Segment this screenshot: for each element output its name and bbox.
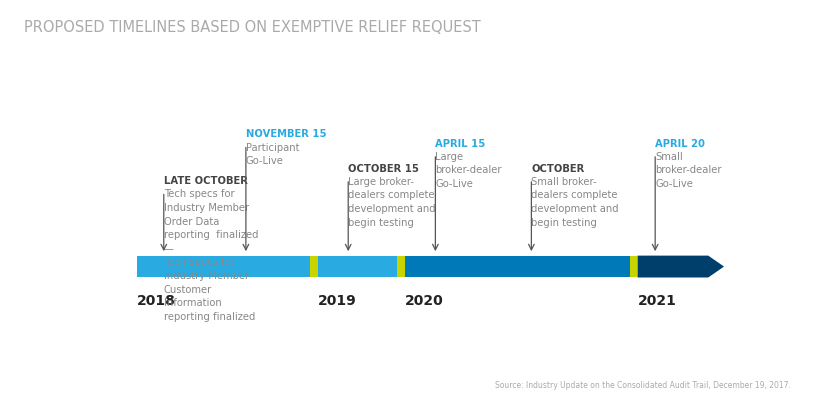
FancyBboxPatch shape [311, 256, 318, 278]
Text: OCTOBER 15: OCTOBER 15 [348, 163, 419, 173]
FancyBboxPatch shape [318, 256, 398, 278]
Text: Small broker-
dealers complete
development and
begin testing: Small broker- dealers complete developme… [531, 177, 619, 227]
Text: 2021: 2021 [637, 293, 676, 307]
Text: Large
broker-dealer
Go-Live: Large broker-dealer Go-Live [435, 151, 502, 189]
FancyBboxPatch shape [398, 256, 405, 278]
Text: 2019: 2019 [318, 293, 357, 307]
Text: Source: Industry Update on the Consolidated Audit Trail, December 19, 2017.: Source: Industry Update on the Consolida… [495, 380, 791, 389]
Text: APRIL 20: APRIL 20 [655, 139, 705, 148]
Text: Participant
Go-Live: Participant Go-Live [246, 142, 299, 166]
Text: 2020: 2020 [405, 293, 444, 307]
Text: OCTOBER: OCTOBER [531, 163, 584, 173]
Text: 2018: 2018 [137, 293, 175, 307]
Text: APRIL 15: APRIL 15 [435, 139, 486, 148]
FancyBboxPatch shape [630, 256, 637, 278]
Text: Small
broker-dealer
Go-Live: Small broker-dealer Go-Live [655, 151, 721, 189]
Text: Tech specs for
Industry Member
Order Data
reporting  finalized
—
Tech specs for
: Tech specs for Industry Member Order Dat… [164, 189, 258, 321]
FancyBboxPatch shape [137, 256, 311, 278]
Text: PROPOSED TIMELINES BASED ON EXEMPTIVE RELIEF REQUEST: PROPOSED TIMELINES BASED ON EXEMPTIVE RE… [24, 20, 481, 35]
FancyBboxPatch shape [405, 256, 630, 278]
Text: NOVEMBER 15: NOVEMBER 15 [246, 129, 326, 139]
Text: LATE OCTOBER: LATE OCTOBER [164, 176, 248, 186]
Text: Large broker-
dealers complete
development and
begin testing: Large broker- dealers complete developme… [348, 177, 436, 227]
Polygon shape [637, 256, 724, 278]
